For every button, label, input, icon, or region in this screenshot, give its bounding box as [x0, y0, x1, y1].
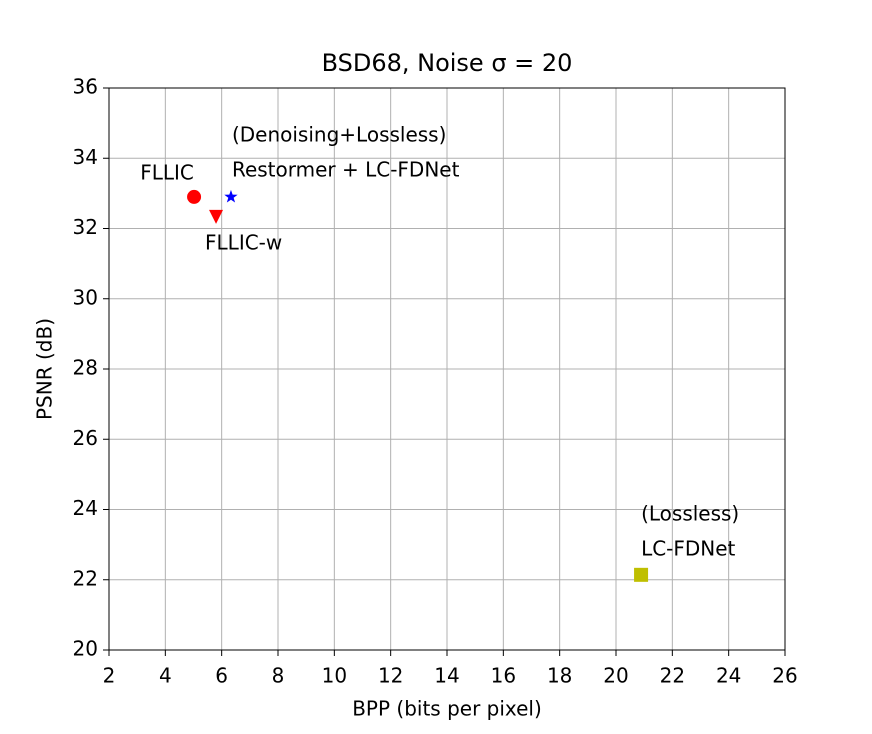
x-tick-label: 6 [215, 664, 228, 688]
y-tick-label: 30 [73, 285, 98, 309]
x-tick-label: 16 [491, 664, 516, 688]
x-tick-label: 18 [547, 664, 572, 688]
x-tick-label: 22 [660, 664, 685, 688]
y-tick-label: 20 [73, 637, 98, 661]
x-tick-label: 14 [434, 664, 459, 688]
point [224, 189, 238, 203]
y-tick-label: 34 [73, 145, 98, 169]
plot-frame [108, 87, 786, 651]
x-axis-label: BPP (bits per pixel) [352, 697, 542, 721]
point-label: FLLIC-w [205, 230, 282, 254]
y-tick-label: 22 [73, 566, 98, 590]
x-tick-label: 2 [103, 664, 116, 688]
point-label: (Denoising+Lossless) [232, 122, 446, 146]
point-label: Restormer + LC-FDNet [232, 157, 460, 181]
y-tick-label: 26 [73, 426, 98, 450]
point-label: FLLIC [140, 160, 194, 184]
x-tick-label: 10 [322, 664, 347, 688]
y-tick-label: 32 [73, 215, 98, 239]
point-label: LC-FDNet [641, 536, 735, 560]
point [209, 209, 224, 224]
point [187, 189, 202, 204]
y-tick-label: 28 [73, 356, 98, 380]
x-tick-label: 20 [603, 664, 628, 688]
y-axis-label: PSNR (dB) [33, 318, 57, 420]
x-tick-label: 26 [772, 664, 797, 688]
x-tick-label: 4 [159, 664, 172, 688]
chart-title: BSD68, Noise σ = 20 [322, 49, 573, 77]
point-label: (Lossless) [641, 501, 739, 525]
x-tick-label: 12 [378, 664, 403, 688]
x-tick-label: 8 [272, 664, 285, 688]
x-tick-label: 24 [716, 664, 741, 688]
y-tick-label: 36 [73, 75, 98, 99]
y-tick-label: 24 [73, 496, 98, 520]
point [634, 567, 649, 582]
